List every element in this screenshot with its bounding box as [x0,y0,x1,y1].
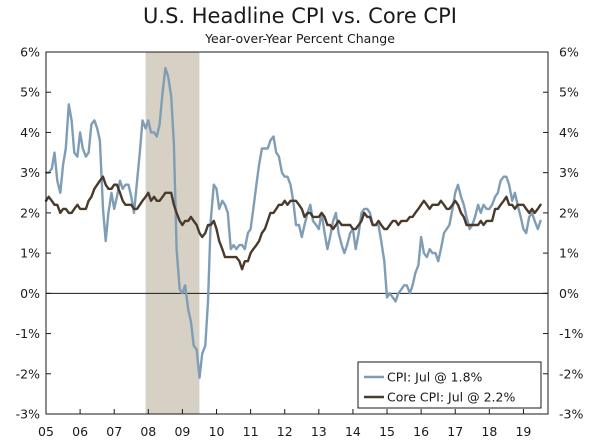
x-tick-label: 13 [311,424,327,439]
chart-subtitle: Year-over-Year Percent Change [205,31,395,46]
x-tick-label: 19 [515,424,531,439]
y-tick-label-right: 0% [559,286,579,301]
x-tick-label: 14 [345,424,361,439]
x-tick-label: 08 [140,424,156,439]
y-tick-label-right: 2% [559,205,579,220]
x-tick-label: 07 [106,424,122,439]
x-tick-label: 16 [413,424,429,439]
chart-title: U.S. Headline CPI vs. Core CPI [143,4,457,28]
y-tick-label-left: 5% [20,85,40,100]
x-tick-label: 17 [447,424,463,439]
y-tick-label-left: 3% [20,165,40,180]
y-tick-label-right: 4% [559,125,579,140]
y-tick-label-left: -2% [16,366,40,381]
y-tick-label-right: -2% [559,366,583,381]
y-tick-label-right: -1% [559,326,583,341]
x-tick-label: 09 [174,424,190,439]
y-tick-label-right: 3% [559,165,579,180]
plot-frame [45,51,549,415]
y-tick-label-right: 1% [559,246,579,261]
core-cpi-series-line [44,175,542,271]
x-tick-label: 18 [481,424,497,439]
legend: CPI: Jul @ 1.8% Core CPI: Jul @ 2.2% [357,361,542,409]
legend-box [357,361,542,409]
y-tick-label-right: 6% [559,45,579,60]
x-tick-label: 12 [277,424,293,439]
legend-label-core-cpi: Core CPI: Jul @ 2.2% [387,390,515,405]
y-tick-label-right: -3% [559,407,583,422]
x-tick-label: 15 [379,424,395,439]
x-tick-label: 06 [72,424,88,439]
y-tick-label-left: 6% [20,45,40,60]
y-tick-label-right: 5% [559,85,579,100]
x-tick-label: 05 [38,424,54,439]
y-tick-label-left: 2% [20,205,40,220]
y-tick-label-left: 1% [20,246,40,261]
x-tick-label: 10 [209,424,225,439]
y-tick-label-left: 4% [20,125,40,140]
y-tick-label-left: -1% [16,326,40,341]
y-tick-label-left: 0% [20,286,40,301]
y-tick-label-left: -3% [16,407,40,422]
legend-label-cpi: CPI: Jul @ 1.8% [387,370,483,385]
x-tick-label: 11 [243,424,259,439]
